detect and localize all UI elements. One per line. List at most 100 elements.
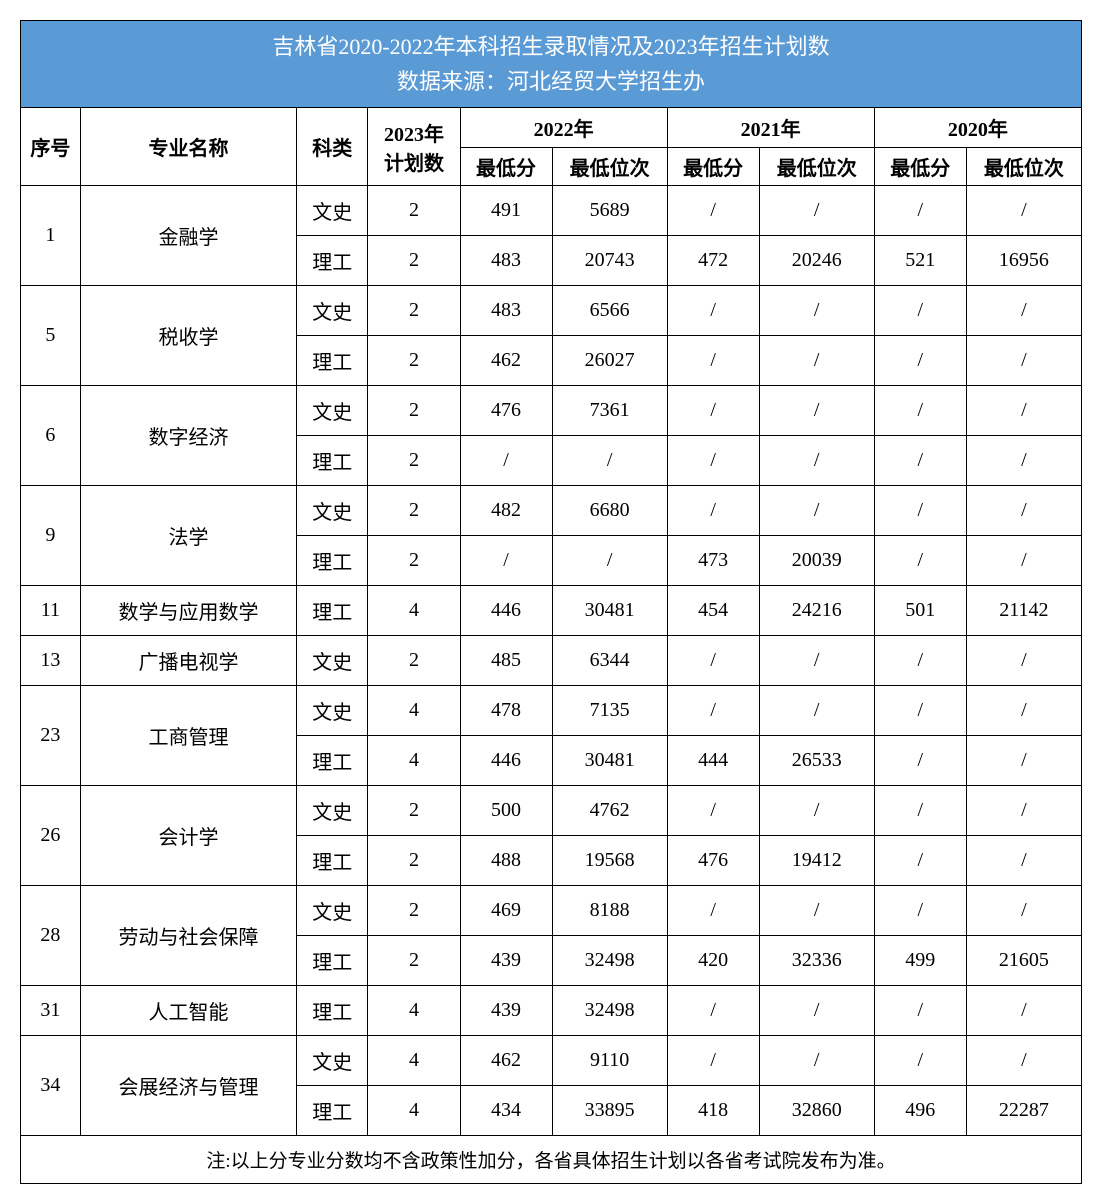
major-cell: 金融学 [80,186,296,286]
score-2022-cell: 462 [460,336,552,386]
rank-2020-cell: / [966,986,1081,1036]
score-2022-cell: 439 [460,936,552,986]
score-2022-cell: 439 [460,986,552,1036]
score-2021-cell: 472 [667,236,759,286]
major-cell: 广播电视学 [80,636,296,686]
score-2021-cell: 476 [667,836,759,886]
table-row: 13广播电视学文史24856344//// [21,636,1082,686]
rank-2021-cell: / [759,786,874,836]
rank-2021-cell: / [759,286,874,336]
rank-2020-cell: / [966,486,1081,536]
score-2021-cell: / [667,986,759,1036]
score-2020-cell: / [874,286,966,336]
plan-cell: 2 [368,236,460,286]
rank-2021-cell: / [759,986,874,1036]
subject-cell: 文史 [297,786,368,836]
table-row: 6数字经济文史24767361//// [21,386,1082,436]
seq-cell: 11 [21,586,81,636]
score-2022-cell: 482 [460,486,552,536]
seq-cell: 23 [21,686,81,786]
rank-2022-cell: 26027 [552,336,667,386]
plan-cell: 2 [368,386,460,436]
plan-cell: 2 [368,486,460,536]
plan-cell: 2 [368,336,460,386]
score-2022-cell: 469 [460,886,552,936]
score-2020-cell: 496 [874,1086,966,1136]
subject-cell: 理工 [297,936,368,986]
table-row: 1金融学文史24915689//// [21,186,1082,236]
score-2020-cell: / [874,1036,966,1086]
header-2020-rank: 最低位次 [966,148,1081,186]
subject-cell: 文史 [297,686,368,736]
plan-cell: 2 [368,536,460,586]
rank-2021-cell: 32336 [759,936,874,986]
plan-cell: 4 [368,1036,460,1086]
rank-2021-cell: / [759,186,874,236]
table-row: 5税收学文史24836566//// [21,286,1082,336]
subject-cell: 文史 [297,486,368,536]
score-2022-cell: 483 [460,236,552,286]
rank-2020-cell: 21605 [966,936,1081,986]
plan-cell: 2 [368,636,460,686]
score-2021-cell: / [667,786,759,836]
table-row: 31人工智能理工443932498//// [21,986,1082,1036]
plan-cell: 4 [368,1086,460,1136]
subject-cell: 文史 [297,386,368,436]
subject-cell: 文史 [297,1036,368,1086]
rank-2022-cell: 32498 [552,936,667,986]
rank-2022-cell: / [552,436,667,486]
rank-2020-cell: 16956 [966,236,1081,286]
score-2021-cell: 418 [667,1086,759,1136]
score-2021-cell: / [667,886,759,936]
rank-2020-cell: / [966,886,1081,936]
rank-2020-cell: / [966,636,1081,686]
score-2021-cell: 444 [667,736,759,786]
subject-cell: 文史 [297,186,368,236]
rank-2020-cell: 22287 [966,1086,1081,1136]
score-2022-cell: 476 [460,386,552,436]
subject-cell: 理工 [297,986,368,1036]
rank-2020-cell: / [966,1036,1081,1086]
header-2022: 2022年 [460,108,667,148]
score-2022-cell: 434 [460,1086,552,1136]
rank-2022-cell: 32498 [552,986,667,1036]
score-2022-cell: 462 [460,1036,552,1086]
rank-2022-cell: 6344 [552,636,667,686]
seq-cell: 28 [21,886,81,986]
score-2020-cell: / [874,386,966,436]
plan-cell: 2 [368,786,460,836]
table-row: 28劳动与社会保障文史24698188//// [21,886,1082,936]
rank-2020-cell: 21142 [966,586,1081,636]
score-2021-cell: / [667,286,759,336]
score-2022-cell: 488 [460,836,552,886]
score-2020-cell: 501 [874,586,966,636]
title-line2: 数据来源：河北经贸大学招生办 [397,69,705,94]
rank-2021-cell: 20246 [759,236,874,286]
rank-2021-cell: / [759,486,874,536]
rank-2021-cell: 24216 [759,586,874,636]
plan-cell: 4 [368,736,460,786]
subject-cell: 理工 [297,736,368,786]
rank-2020-cell: / [966,786,1081,836]
major-cell: 劳动与社会保障 [80,886,296,986]
header-2020-score: 最低分 [874,148,966,186]
table-row: 11数学与应用数学理工4446304814542421650121142 [21,586,1082,636]
rank-2022-cell: 5689 [552,186,667,236]
header-plan: 2023年计划数 [368,108,460,186]
table-title-cell: 吉林省2020-2022年本科招生录取情况及2023年招生计划数 数据来源：河北… [21,21,1082,108]
score-2020-cell: / [874,486,966,536]
note-cell: 注:以上分专业分数均不含政策性加分，各省具体招生计划以各省考试院发布为准。 [21,1136,1082,1184]
rank-2021-cell: 26533 [759,736,874,786]
rank-2020-cell: / [966,336,1081,386]
header-2022-rank: 最低位次 [552,148,667,186]
score-2020-cell: / [874,786,966,836]
seq-cell: 5 [21,286,81,386]
rank-2022-cell: 6566 [552,286,667,336]
score-2020-cell: 499 [874,936,966,986]
subject-cell: 理工 [297,236,368,286]
subject-cell: 理工 [297,436,368,486]
header-row-1: 序号 专业名称 科类 2023年计划数 2022年 2021年 2020年 [21,108,1082,148]
score-2022-cell: 500 [460,786,552,836]
rank-2022-cell: 7361 [552,386,667,436]
score-2022-cell: / [460,436,552,486]
